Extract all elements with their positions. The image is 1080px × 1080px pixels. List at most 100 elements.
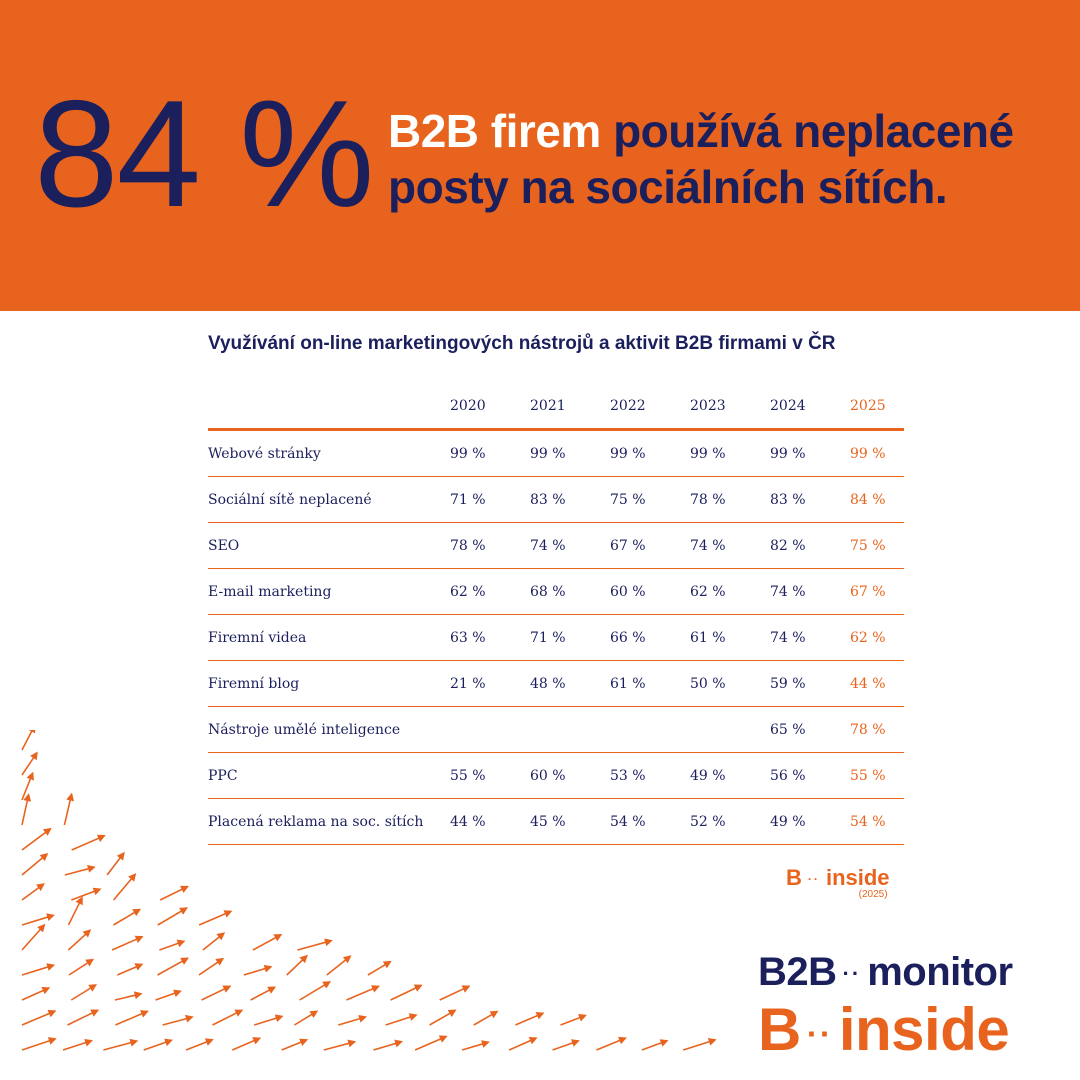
cell-value: 99 % [530, 429, 610, 477]
cell-value: 78 % [690, 476, 770, 523]
header-year: 2022 [610, 384, 690, 431]
usage-table: 2020 2021 2022 2023 2024 2025 Webové str… [208, 384, 904, 845]
decor-arrow [106, 851, 125, 876]
decor-arrow [293, 1010, 319, 1026]
cell-value-highlight: 44 % [850, 660, 904, 707]
decor-arrow [115, 1010, 149, 1026]
cell-value: 82 % [770, 522, 850, 569]
cell-value: 75 % [610, 476, 690, 523]
decor-arrow [21, 827, 52, 851]
cell-value-highlight: 99 % [850, 429, 904, 477]
table-row: Firemní videa 63 % 71 % 66 % 61 % 74 % 62 % [208, 614, 904, 661]
cell-value: 61 % [690, 614, 770, 661]
decor-arrow [71, 834, 106, 851]
cell-value: 44 % [450, 798, 530, 845]
cell-value: 61 % [610, 660, 690, 707]
decor-arrow [157, 957, 189, 976]
header-year: 2023 [690, 384, 770, 431]
decor-arrow [21, 730, 36, 751]
cell-value: 59 % [770, 660, 850, 707]
decor-arrow [67, 929, 92, 951]
cell-value: 68 % [530, 568, 610, 615]
cell-value: 54 % [610, 798, 690, 845]
logo-b2b: B2B [758, 950, 837, 994]
decor-arrow [201, 985, 232, 1001]
decor-arrow [252, 934, 283, 951]
decor-arrow [338, 1014, 368, 1026]
decor-arrow [21, 1009, 57, 1026]
cell-value: 60 % [610, 568, 690, 615]
decor-arrow [515, 1012, 545, 1026]
cell-value: 45 % [530, 798, 610, 845]
decor-arrow [71, 887, 102, 901]
small-logo-b: B [786, 865, 802, 890]
header-year: 2021 [530, 384, 610, 431]
decor-arrow [429, 1009, 457, 1026]
header-banner: 84 % B2B firem používá neplacené posty n… [0, 0, 1080, 311]
cell-value: 66 % [610, 614, 690, 661]
decor-arrow [250, 986, 277, 1001]
decor-arrow [157, 907, 188, 926]
decor-arrow [64, 864, 96, 876]
table-row: Sociální sítě neplacené 71 % 83 % 75 % 78 % 8… [208, 476, 904, 523]
small-logo-inside: inside [825, 865, 890, 890]
b2b-monitor-logo: B2B ·· monitor [758, 950, 1013, 995]
decor-arrow [111, 935, 144, 951]
table-row: Placená reklama na soc. sítích 44 % 45 % 54… [208, 798, 904, 845]
decor-arrow [212, 1009, 244, 1026]
cell-value: 52 % [690, 798, 770, 845]
decor-arrow [112, 873, 137, 901]
cell-value-highlight: 84 % [850, 476, 904, 523]
header-year-highlight: 2025 [850, 384, 904, 431]
headline-stat: 84 % [34, 69, 374, 239]
decor-arrow [281, 1038, 309, 1051]
decor-arrow [21, 913, 55, 926]
cell-value: 74 % [770, 614, 850, 661]
table-row: Webové stránky 99 % 99 % 99 % 99 % 99 % 99 % [208, 429, 904, 477]
cell-value: 55 % [450, 752, 530, 799]
row-label: Sociální sítě neplacené [208, 476, 450, 523]
cell-value [610, 706, 690, 753]
logo-inside-b: B [758, 996, 801, 1063]
cell-value-highlight: 62 % [850, 614, 904, 661]
cell-value: 99 % [770, 429, 850, 477]
decor-arrow [21, 771, 34, 801]
cell-value: 74 % [690, 522, 770, 569]
row-label: Firemní blog [208, 660, 450, 707]
cell-value-highlight: 55 % [850, 752, 904, 799]
row-label: Firemní videa [208, 614, 450, 661]
small-logo-dots: ·· [807, 872, 820, 887]
decor-arrow [508, 1037, 538, 1051]
decor-arrow [326, 955, 352, 976]
decor-arrow [21, 986, 51, 1001]
cell-value: 48 % [530, 660, 610, 707]
decor-arrow [231, 1037, 262, 1051]
table-row: SEO 78 % 74 % 67 % 74 % 82 % 75 % [208, 522, 904, 569]
decor-arrow [560, 1014, 587, 1026]
decor-arrow [185, 1038, 214, 1051]
table-body: Webové stránky 99 % 99 % 99 % 99 % 99 % 99 % So… [208, 429, 904, 845]
decor-arrow [198, 910, 233, 926]
cell-value: 74 % [770, 568, 850, 615]
cell-value: 60 % [530, 752, 610, 799]
decor-arrow [21, 793, 32, 826]
header-label-cell [208, 384, 450, 431]
decor-arrow [323, 1039, 357, 1051]
decor-arrow [162, 1014, 194, 1026]
decor-arrow [202, 932, 226, 951]
decor-arrow [385, 1013, 418, 1026]
logo-inside-word: inside [838, 996, 1010, 1063]
cell-value: 74 % [530, 522, 610, 569]
cell-value: 63 % [450, 614, 530, 661]
small-logo-year: (2025) [858, 889, 888, 900]
cell-value [530, 706, 610, 753]
row-label: SEO [208, 522, 450, 569]
decor-arrow [641, 1039, 669, 1051]
header-year: 2020 [450, 384, 530, 431]
decor-arrow [21, 852, 49, 876]
binside-logo: B ·· inside [758, 995, 1010, 1064]
decor-arrow [143, 1038, 174, 1051]
decor-arrow [596, 1036, 627, 1051]
headline-rest: používá neplacené posty na sociálních sí… [388, 105, 1014, 213]
decor-arrow [439, 985, 471, 1001]
